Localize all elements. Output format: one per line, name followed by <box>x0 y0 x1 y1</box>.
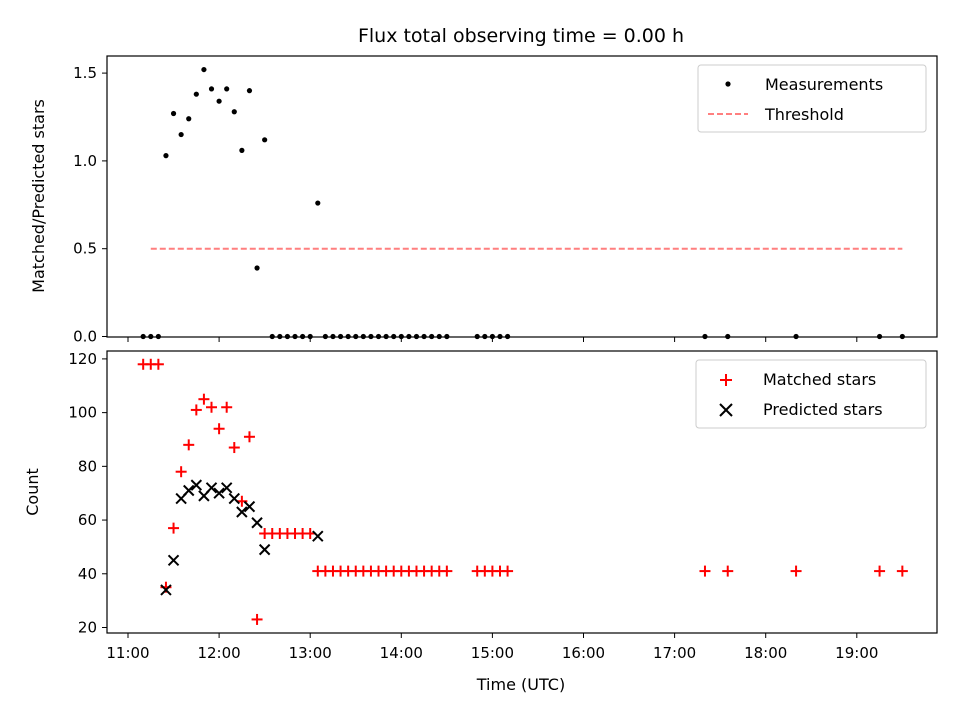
matched-star-point <box>441 565 453 577</box>
legend-label-measurements: Measurements <box>765 75 883 94</box>
measurement-point <box>262 137 268 143</box>
legend-label-matched: Matched stars <box>763 370 876 389</box>
measurement-point <box>208 86 215 92</box>
measurement-point <box>163 153 169 159</box>
matched-star-point <box>722 565 734 577</box>
legend-marker-measurements <box>725 81 731 87</box>
measurement-point <box>239 147 245 153</box>
x-tick-label: 14:00 <box>380 644 423 662</box>
top-plot-area: 0.0 0.5 1.0 1.5 <box>73 64 905 346</box>
bottom-legend: Matched stars Predicted stars <box>695 359 927 429</box>
top-y-axis-label: Matched/Predicted stars <box>29 99 48 293</box>
predicted-star-point <box>236 506 248 518</box>
measurement-point <box>315 200 321 206</box>
matched-star-point <box>243 431 255 443</box>
legend-marker-matched <box>720 374 732 386</box>
x-tick-label: 13:00 <box>289 644 332 662</box>
legend-label-predicted: Predicted stars <box>763 400 883 419</box>
matched-star-point <box>190 404 202 416</box>
measurement-point <box>246 88 253 94</box>
x-tick-label: 11:00 <box>106 644 149 662</box>
measurement-point <box>224 86 230 92</box>
matched-star-point <box>198 393 210 405</box>
bottom-y-tick-label: 20 <box>78 619 97 637</box>
top-panel: Flux total observing time = 0.00 h 0.00.… <box>29 25 938 346</box>
bottom-y-tick-label: 60 <box>78 511 97 529</box>
legend-label-threshold: Threshold <box>764 105 844 124</box>
legend-marker-predicted <box>719 403 733 417</box>
bottom-y-tick-label: 100 <box>68 404 97 422</box>
predicted-star-point <box>220 482 233 494</box>
predicted-star-point <box>167 554 180 567</box>
bottom-y-tick-label: 120 <box>68 350 97 368</box>
top-legend-box <box>697 64 927 133</box>
bottom-axes-frame <box>106 350 938 634</box>
bottom-y-tick-label: 80 <box>78 457 97 475</box>
x-tick-label: 17:00 <box>653 644 696 662</box>
matched-star-point <box>213 423 225 435</box>
predicted-star-point <box>190 479 203 491</box>
measurement-point <box>201 66 207 73</box>
measurement-point <box>216 98 222 104</box>
predicted-star-point <box>251 517 263 529</box>
predicted-star-point <box>160 584 172 596</box>
x-axis-label: Time (UTC) <box>476 675 565 694</box>
matched-star-point <box>168 522 180 534</box>
measurement-point <box>231 109 237 115</box>
bottom-y-tick-label: 40 <box>78 565 97 583</box>
predicted-star-point <box>312 530 324 542</box>
matched-star-point <box>228 442 240 454</box>
predicted-star-point <box>213 487 225 499</box>
matched-star-point <box>502 565 514 577</box>
top-legend: Measurements Threshold <box>697 64 927 133</box>
matched-star-point <box>874 565 886 577</box>
matched-star-point <box>221 401 233 413</box>
predicted-star-point <box>243 500 256 513</box>
top-axes-frame <box>106 55 938 338</box>
x-tick-label: 16:00 <box>562 644 605 662</box>
top-y-tick-label: 1.5 <box>73 64 97 82</box>
bottom-panel: 11:00 12:00 13:00 14:00 15:00 16:00 17:00 18:00… <box>23 350 938 694</box>
matched-star-point <box>699 565 711 577</box>
measurement-point <box>186 116 192 122</box>
matched-star-point <box>183 439 195 451</box>
measurement-point <box>193 91 199 97</box>
predicted-star-point <box>228 492 240 505</box>
top-y-tick-label: 0.0 <box>73 328 97 346</box>
top-y-tick-label: 0.5 <box>73 240 97 258</box>
x-tick-label: 12:00 <box>197 644 240 662</box>
matched-star-point <box>896 565 908 577</box>
measurement-point <box>178 131 184 138</box>
bottom-legend-box <box>695 359 927 429</box>
measurement-point <box>254 265 260 271</box>
matched-star-point <box>790 565 802 577</box>
matched-star-point <box>251 613 263 625</box>
predicted-star-point <box>258 543 271 556</box>
x-tick-label: 19:00 <box>835 644 878 662</box>
matched-star-point <box>206 401 218 413</box>
matched-star-point <box>175 466 187 478</box>
top-y-tick-label: 1.0 <box>73 152 97 170</box>
measurement-point <box>170 110 177 117</box>
predicted-star-point <box>183 484 195 497</box>
matched-star-point <box>152 358 164 370</box>
x-tick-label: 15:00 <box>471 644 514 662</box>
bottom-y-axis-label: Count <box>23 468 42 516</box>
predicted-star-point <box>205 482 218 494</box>
x-tick-label: 18:00 <box>744 644 787 662</box>
top-chart-title: Flux total observing time = 0.00 h <box>358 25 684 47</box>
bottom-plot-area: 11:00 12:00 13:00 14:00 15:00 16:00 17:00 18:00… <box>68 350 908 662</box>
